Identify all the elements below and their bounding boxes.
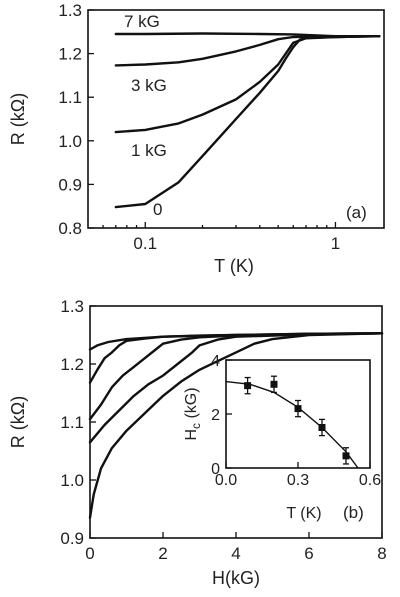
panel-a-ytick-label: 1.1 [58,88,82,107]
curve-label-7kG: 7 kG [124,12,160,31]
inset-point [270,380,278,388]
panel-a: 0.1 1 0.8 0.9 1.0 1.1 1.2 1.3 R (kΩ) T (K) 7 kG… [8,1,385,276]
panel-a-traces [114,32,381,209]
inset-ylabel-rest: (kG) [183,387,200,423]
inset-xtick-label: 0.6 [359,472,381,489]
panel-b-xlabel: H(kG) [212,568,260,588]
inset-marks [225,375,359,469]
inset-xtick-label: 0.3 [287,472,309,489]
inset-ytick-label: 0 [211,461,220,478]
panel-b-xtick-label: 8 [377,544,386,563]
inset-xlabel: T (K) [286,505,321,522]
inset-ticks: 0.0 0.3 0.6 0 2 4 [211,353,381,489]
panel-a-ytick-label: 1.0 [58,132,82,151]
panel-b-trace-4 [88,332,384,519]
panel-b-ytick-label: 0.9 [60,529,84,548]
curve-label-3kG: 3 kG [131,76,167,95]
panel-b-ytick-label: 1.2 [60,355,84,374]
panel-b-xtick-label: 4 [231,544,240,563]
panel-b: 0 2 4 6 80.91.01.11.21.3 R (kΩ) H(kG) 0.0 0.3… [8,297,387,588]
inset-ylabel-main: H [183,429,200,441]
panel-b-ticks: 0 2 4 6 8 0.9 1.0 1.1 1.2 1.3 [60,297,386,563]
panel-a-ytick-label: 1.3 [58,1,82,20]
panel-a-ytick-label: 0.9 [58,175,82,194]
inset-point [294,405,302,413]
inset-point [244,382,252,390]
inset-point [318,424,326,431]
panel-b-ylabel: R (kΩ) [8,396,28,448]
panel-a-label: (a) [346,203,367,222]
panel-a-ticks: 0.1 1 0.8 0.9 1.0 1.1 1.2 1.3 [58,1,340,253]
inset-ylabel-sub: c [189,423,203,429]
inset-ytick-label: 2 [211,407,220,424]
panel-a-xtick-label: 0.1 [133,234,157,253]
panel-a-ylabel: R (kΩ) [8,93,28,145]
inset-point [342,452,350,460]
panel-b-ytick-label: 1.1 [60,413,84,432]
panel-a-xtick-label: 1 [331,234,340,253]
panel-b-ytick-label: 1.3 [60,297,84,316]
panel-b-xtick-label: 0 [85,544,94,563]
inset-xtick-label: 0.0 [215,472,237,489]
curve-label-0: 0 [153,200,162,219]
inset: 0.0 0.3 0.6 0 2 4 Hc (kG) T (K) [183,353,381,522]
panel-b-xtick-label: 6 [304,544,313,563]
panel-b-trace-3 [88,332,384,444]
panel-b-label: (b) [343,503,364,522]
panel-a-ytick-label: 1.2 [58,45,82,64]
curve-label-1kG: 1 kG [131,141,167,160]
panel-b-ytick-label: 1.0 [60,471,84,490]
panel-b-traces [88,332,384,519]
inset-ylabel: Hc (kG) [183,387,203,440]
panel-a-ytick-label: 0.8 [58,219,82,238]
panel-b-xtick-label: 2 [158,544,167,563]
panel-a-xlabel: T (K) [214,256,254,276]
panel-a-trace-1 [114,35,381,67]
panel-a-trace-3 [114,35,381,209]
inset-ytick-label: 4 [211,353,220,370]
